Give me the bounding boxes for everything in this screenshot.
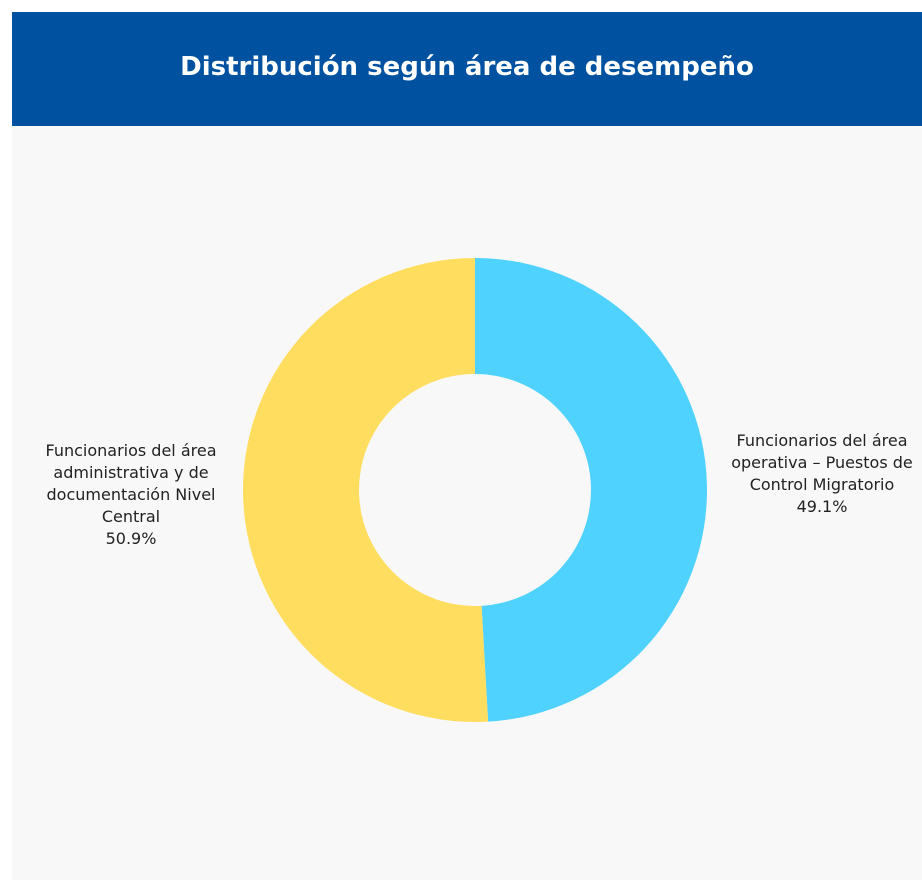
- slice-label: Funcionarios del área operativa – Puesto…: [715, 430, 922, 518]
- category-label: Funcionarios del área operativa – Puesto…: [731, 431, 913, 494]
- slice-label: Funcionarios del área administrativa y d…: [24, 440, 238, 550]
- donut-segment: [475, 258, 707, 722]
- value-label: 49.1%: [796, 497, 848, 516]
- chart-panel: [12, 126, 922, 880]
- donut-segment: [242, 258, 489, 722]
- value-label: 50.9%: [105, 529, 157, 548]
- chart-title: Distribución según área de desempeño: [180, 52, 754, 82]
- category-label: Funcionarios del área administrativa y d…: [45, 441, 217, 526]
- header: Distribución según área de desempeño: [12, 12, 922, 126]
